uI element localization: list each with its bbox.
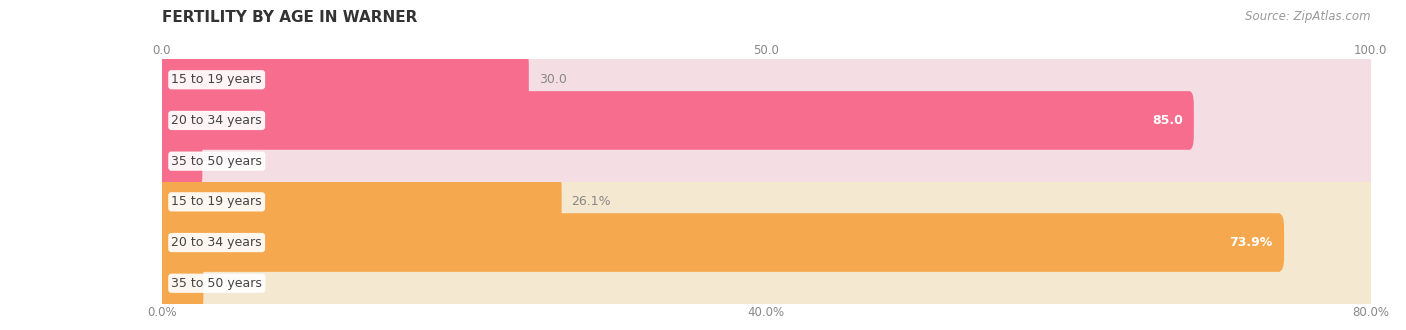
Text: 20 to 34 years: 20 to 34 years — [172, 114, 262, 127]
Text: 15 to 19 years: 15 to 19 years — [172, 73, 262, 86]
FancyBboxPatch shape — [156, 254, 1376, 313]
Text: 73.9%: 73.9% — [1229, 236, 1272, 249]
FancyBboxPatch shape — [162, 59, 1371, 100]
FancyBboxPatch shape — [162, 222, 1371, 263]
FancyBboxPatch shape — [157, 50, 529, 109]
FancyBboxPatch shape — [162, 100, 1371, 141]
Text: 85.0: 85.0 — [1153, 114, 1184, 127]
FancyBboxPatch shape — [156, 254, 204, 313]
FancyBboxPatch shape — [156, 213, 1376, 272]
Text: 15 to 19 years: 15 to 19 years — [172, 195, 262, 208]
FancyBboxPatch shape — [157, 132, 202, 190]
FancyBboxPatch shape — [162, 141, 1371, 182]
FancyBboxPatch shape — [156, 213, 1284, 272]
FancyBboxPatch shape — [162, 182, 1371, 222]
Text: Source: ZipAtlas.com: Source: ZipAtlas.com — [1246, 10, 1371, 23]
Text: 30.0: 30.0 — [538, 73, 567, 86]
Text: 35 to 50 years: 35 to 50 years — [172, 155, 263, 168]
Text: 20 to 34 years: 20 to 34 years — [172, 236, 262, 249]
FancyBboxPatch shape — [162, 263, 1371, 304]
FancyBboxPatch shape — [157, 91, 1194, 150]
FancyBboxPatch shape — [157, 50, 1375, 109]
Text: 0.0: 0.0 — [212, 155, 232, 168]
FancyBboxPatch shape — [157, 132, 1375, 190]
FancyBboxPatch shape — [156, 173, 561, 231]
FancyBboxPatch shape — [157, 91, 1375, 150]
Text: 0.0%: 0.0% — [212, 277, 245, 290]
Text: 35 to 50 years: 35 to 50 years — [172, 277, 263, 290]
FancyBboxPatch shape — [156, 173, 1376, 231]
Text: 26.1%: 26.1% — [571, 195, 610, 208]
Text: FERTILITY BY AGE IN WARNER: FERTILITY BY AGE IN WARNER — [162, 10, 418, 25]
